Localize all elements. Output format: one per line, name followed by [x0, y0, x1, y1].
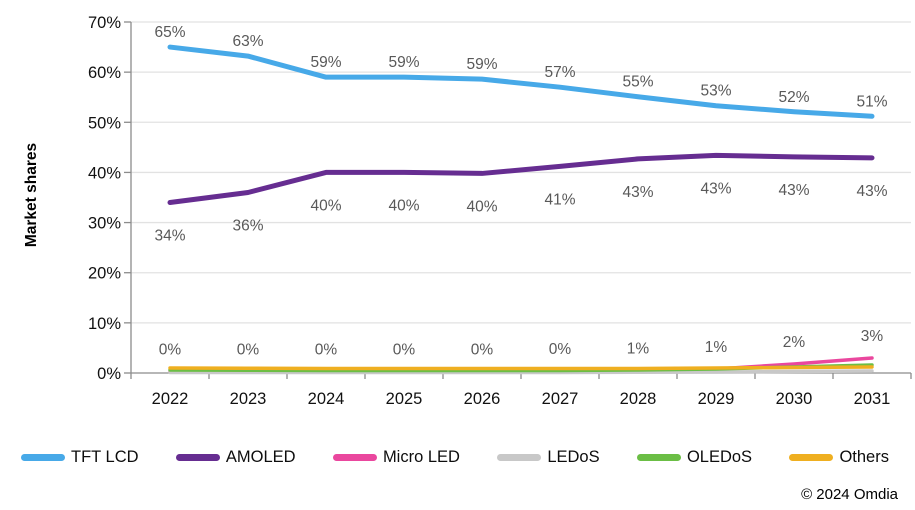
- legend-swatch-amoled: [175, 454, 220, 461]
- x-tick-label: 2023: [230, 390, 267, 408]
- legend-item-tft-lcd: TFT LCD: [21, 448, 139, 467]
- legend-label: TFT LCD: [71, 448, 139, 466]
- legend-item-oledos: OLEDoS: [636, 448, 753, 467]
- legend-item-others: Others: [789, 448, 889, 467]
- x-tick-label: 2028: [620, 390, 657, 408]
- y-tick-label: 20%: [88, 265, 121, 283]
- data-label: 57%: [544, 64, 575, 81]
- y-tick-label: 0%: [97, 365, 121, 383]
- series-line-tft-lcd: [167, 44, 875, 119]
- y-tick-label: 70%: [88, 14, 121, 32]
- data-label: 1%: [627, 340, 650, 357]
- data-label: 40%: [388, 197, 419, 214]
- legend-item-amoled: AMOLED: [175, 448, 296, 467]
- legend-label: AMOLED: [225, 448, 296, 466]
- data-label: 51%: [856, 93, 887, 110]
- series-line-ledos: [168, 369, 874, 375]
- data-label: 53%: [700, 83, 731, 100]
- data-label: 40%: [310, 197, 341, 214]
- data-label: 43%: [778, 182, 809, 199]
- chart-legend: TFT LCD AMOLED Micro LED LEDoS OLEDoS Others: [0, 448, 915, 467]
- x-tick-label: 2031: [854, 390, 891, 408]
- data-label: 55%: [622, 74, 653, 91]
- data-label: 52%: [778, 89, 809, 106]
- data-label: 34%: [154, 228, 185, 245]
- data-label: 0%: [159, 341, 182, 358]
- data-label: 40%: [466, 198, 497, 215]
- series-line-others: [168, 365, 874, 371]
- x-tick-label: 2030: [776, 390, 813, 408]
- data-label: 65%: [154, 24, 185, 41]
- x-tick-label: 2022: [152, 390, 189, 408]
- y-tick-label: 60%: [88, 64, 121, 82]
- data-label: 2%: [783, 334, 806, 351]
- y-tick-label: 40%: [88, 164, 121, 182]
- data-label: 63%: [232, 33, 263, 50]
- legend-swatch-others: [789, 454, 834, 461]
- data-label: 0%: [237, 341, 260, 358]
- data-label: 41%: [544, 191, 575, 208]
- legend-label: OLEDoS: [686, 448, 753, 466]
- x-tick-label: 2029: [698, 390, 735, 408]
- legend-label: Others: [839, 448, 889, 466]
- x-tick-label: 2027: [542, 390, 579, 408]
- y-tick-label: 50%: [88, 114, 121, 132]
- legend-swatch-micro-led: [332, 454, 377, 461]
- y-tick-label: 30%: [88, 215, 121, 233]
- series-line-amoled: [167, 152, 875, 206]
- data-label: 43%: [622, 184, 653, 201]
- data-label: 43%: [856, 183, 887, 200]
- y-tick-label: 10%: [88, 315, 121, 333]
- x-tick-label: 2025: [386, 390, 423, 408]
- legend-swatch-tft-lcd: [21, 454, 65, 461]
- legend-item-micro-led: Micro LED: [332, 448, 460, 467]
- legend-swatch-ledos: [497, 454, 542, 461]
- legend-item-ledos: LEDoS: [497, 448, 600, 467]
- x-tick-label: 2024: [308, 390, 345, 408]
- data-label: 1%: [705, 339, 728, 356]
- legend-swatch-oledos: [636, 454, 681, 461]
- data-label: 59%: [310, 54, 341, 71]
- data-label: 36%: [232, 217, 263, 234]
- data-label: 0%: [315, 341, 338, 358]
- data-label: 3%: [861, 328, 884, 345]
- data-label: 0%: [549, 341, 572, 358]
- data-label: 43%: [700, 180, 731, 197]
- legend-label: LEDoS: [547, 448, 600, 466]
- data-label: 59%: [466, 56, 497, 73]
- data-label: 0%: [393, 341, 416, 358]
- copyright-text: © 2024 Omdia: [801, 486, 898, 503]
- legend-label: Micro LED: [382, 448, 460, 466]
- data-label: 59%: [388, 54, 419, 71]
- data-label: 0%: [471, 341, 494, 358]
- x-tick-label: 2026: [464, 390, 501, 408]
